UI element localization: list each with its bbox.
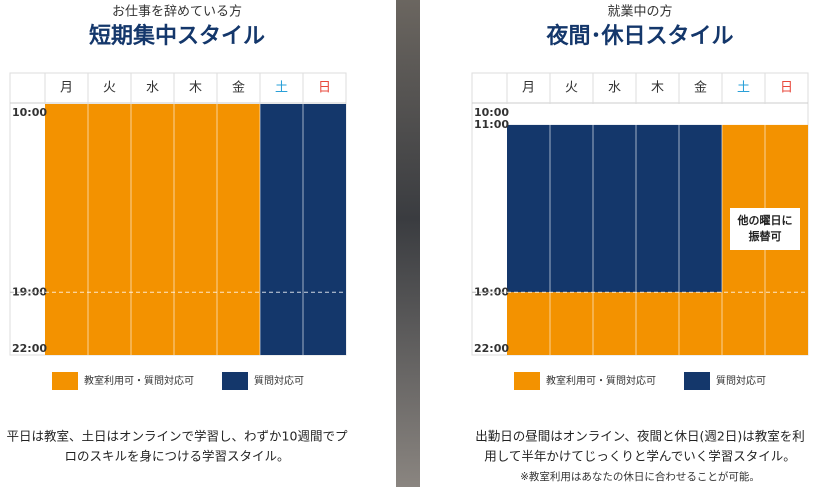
- time-label: 10:00: [474, 106, 509, 119]
- background-photo: [396, 0, 420, 487]
- schedule-block: [507, 124, 550, 293]
- day-label: 木: [651, 81, 664, 96]
- day-label: 日: [780, 81, 793, 96]
- note-text: 振替可: [749, 229, 782, 243]
- schedule-block: [636, 292, 679, 355]
- description: 用して半年かけてじっくりと学んでいく学習スタイル。: [484, 449, 796, 464]
- schedule-block: [131, 104, 174, 355]
- legend-label: 質問対応可: [716, 374, 766, 387]
- time-label: 19:00: [12, 285, 47, 298]
- schedule-block: [174, 104, 217, 355]
- note-box: [730, 208, 800, 250]
- schedule-block: [303, 104, 346, 355]
- description: 出勤日の昼間はオンライン、夜間と休日(週2日)は教室を利: [475, 429, 804, 444]
- subtitle: お仕事を辞めている方: [112, 4, 242, 20]
- time-label: 22:00: [12, 342, 47, 355]
- schedule-block: [217, 104, 260, 355]
- legend-label: 教室利用可・質問対応可: [546, 374, 656, 387]
- day-label: 水: [146, 81, 159, 96]
- schedule-block: [593, 124, 636, 293]
- schedule-block: [593, 292, 636, 355]
- day-label: 月: [60, 81, 73, 96]
- time-label: 19:00: [474, 285, 509, 298]
- day-label: 日: [318, 81, 331, 96]
- footnote: ※教室利用はあなたの休日に合わせることが可能。: [520, 470, 760, 483]
- schedule-block: [507, 292, 550, 355]
- legend-label: 教室利用可・質問対応可: [84, 374, 194, 387]
- legend-swatch: [684, 372, 710, 390]
- day-label: 木: [189, 81, 202, 96]
- day-label: 土: [737, 81, 750, 96]
- legend-swatch: [514, 372, 540, 390]
- schedule-block: [636, 124, 679, 293]
- description: ロのスキルを身につける学習スタイル。: [64, 449, 289, 464]
- legend-swatch: [52, 372, 78, 390]
- day-label: 火: [565, 81, 578, 96]
- schedule-block: [550, 124, 593, 293]
- note-text: 他の曜日に: [737, 213, 793, 227]
- time-label: 22:00: [474, 342, 509, 355]
- schedule-block: [260, 104, 303, 355]
- schedule-block: [679, 124, 722, 293]
- title: 短期集中スタイル: [89, 23, 265, 49]
- day-label: 土: [275, 81, 288, 96]
- schedule-block: [45, 104, 88, 355]
- description: 平日は教室、土日はオンラインで学習し、わずか10週間でプ: [7, 429, 348, 444]
- title: 夜間･休日スタイル: [545, 23, 733, 49]
- day-label: 金: [232, 80, 245, 96]
- schedule-block: [550, 292, 593, 355]
- day-label: 金: [694, 80, 707, 96]
- time-label: 10:00: [12, 106, 47, 119]
- day-label: 水: [608, 81, 621, 96]
- legend-swatch: [222, 372, 248, 390]
- schedule-block: [679, 292, 722, 355]
- legend-label: 質問対応可: [254, 374, 304, 387]
- day-label: 火: [103, 81, 116, 96]
- schedule-block: [88, 104, 131, 355]
- time-label: 11:00: [474, 118, 509, 131]
- subtitle: 就業中の方: [607, 4, 672, 20]
- day-label: 月: [522, 81, 535, 96]
